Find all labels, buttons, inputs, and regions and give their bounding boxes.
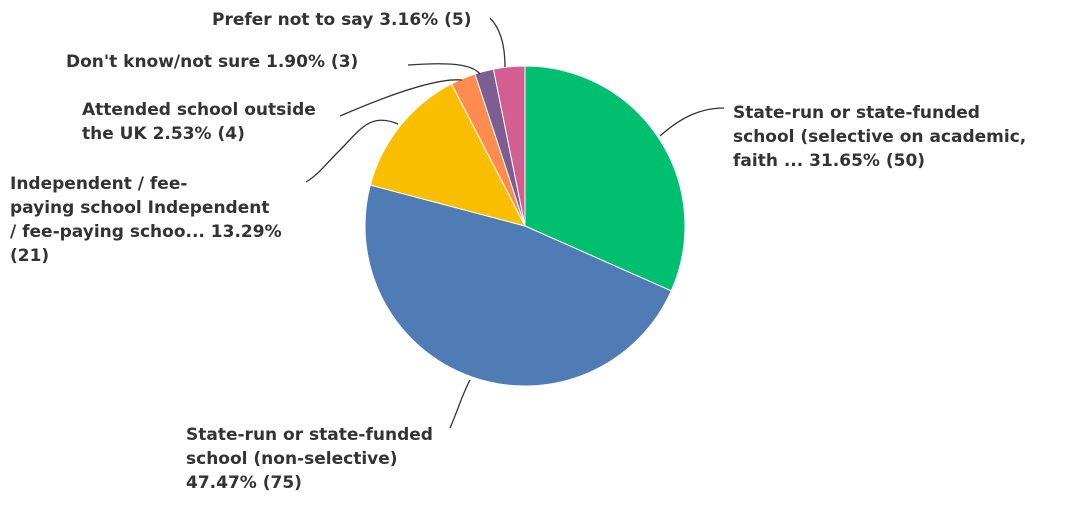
slice-label-state-selective: State-run or state-funded school (select…: [733, 103, 1027, 171]
leader-line-prefer-not: [489, 17, 506, 68]
slice-label-outside-uk: Attended school outside the UK 2.53% (4): [82, 100, 316, 144]
slice-label-independent: Independent / fee- paying school Indepen…: [10, 174, 282, 266]
slice-label-prefer-not: Prefer not to say 3.16% (5): [212, 10, 472, 30]
leader-line-state-selective: [659, 107, 725, 137]
pie-slice-state-non-selective: [364, 184, 672, 387]
leader-line-dont-know: [407, 63, 481, 75]
pie-slice-independent: [369, 83, 526, 227]
slice-label-dont-know: Don't know/not sure 1.90% (3): [66, 52, 359, 72]
leader-line-independent: [305, 119, 399, 183]
leader-lines: [305, 17, 725, 429]
pie-slices: [364, 65, 686, 387]
pie-slice-prefer-not: [492, 65, 526, 227]
leader-line-outside-uk: [339, 79, 463, 117]
slice-label-state-non-selective: State-run or state-funded school (non-se…: [186, 425, 433, 493]
leader-line-state-non-selective: [449, 379, 471, 429]
pie-slice-state-selective: [524, 65, 686, 292]
